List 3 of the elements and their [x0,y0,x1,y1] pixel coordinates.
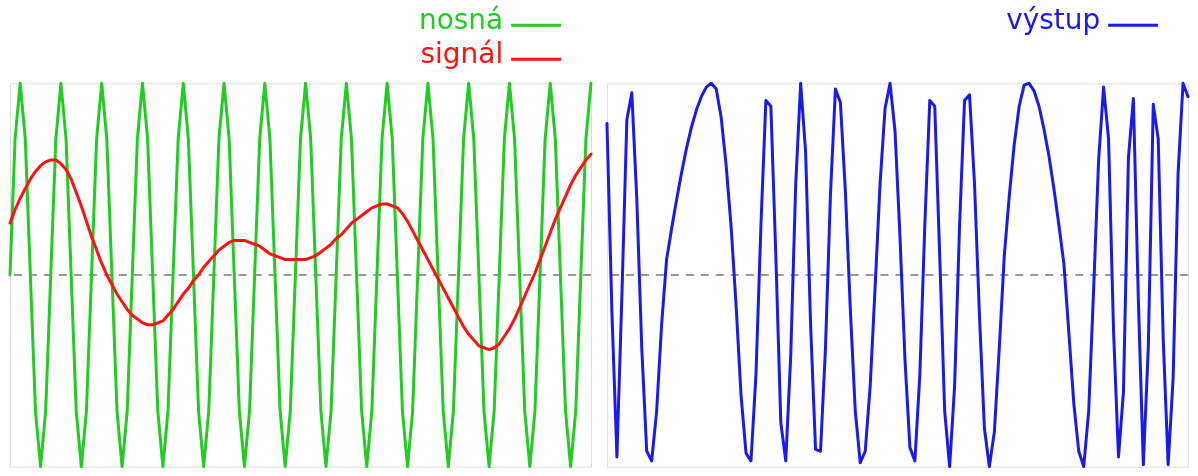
legend-label: signál [420,37,504,71]
legend-label: výstup [1006,3,1101,37]
legend-label: nosná [418,3,504,37]
